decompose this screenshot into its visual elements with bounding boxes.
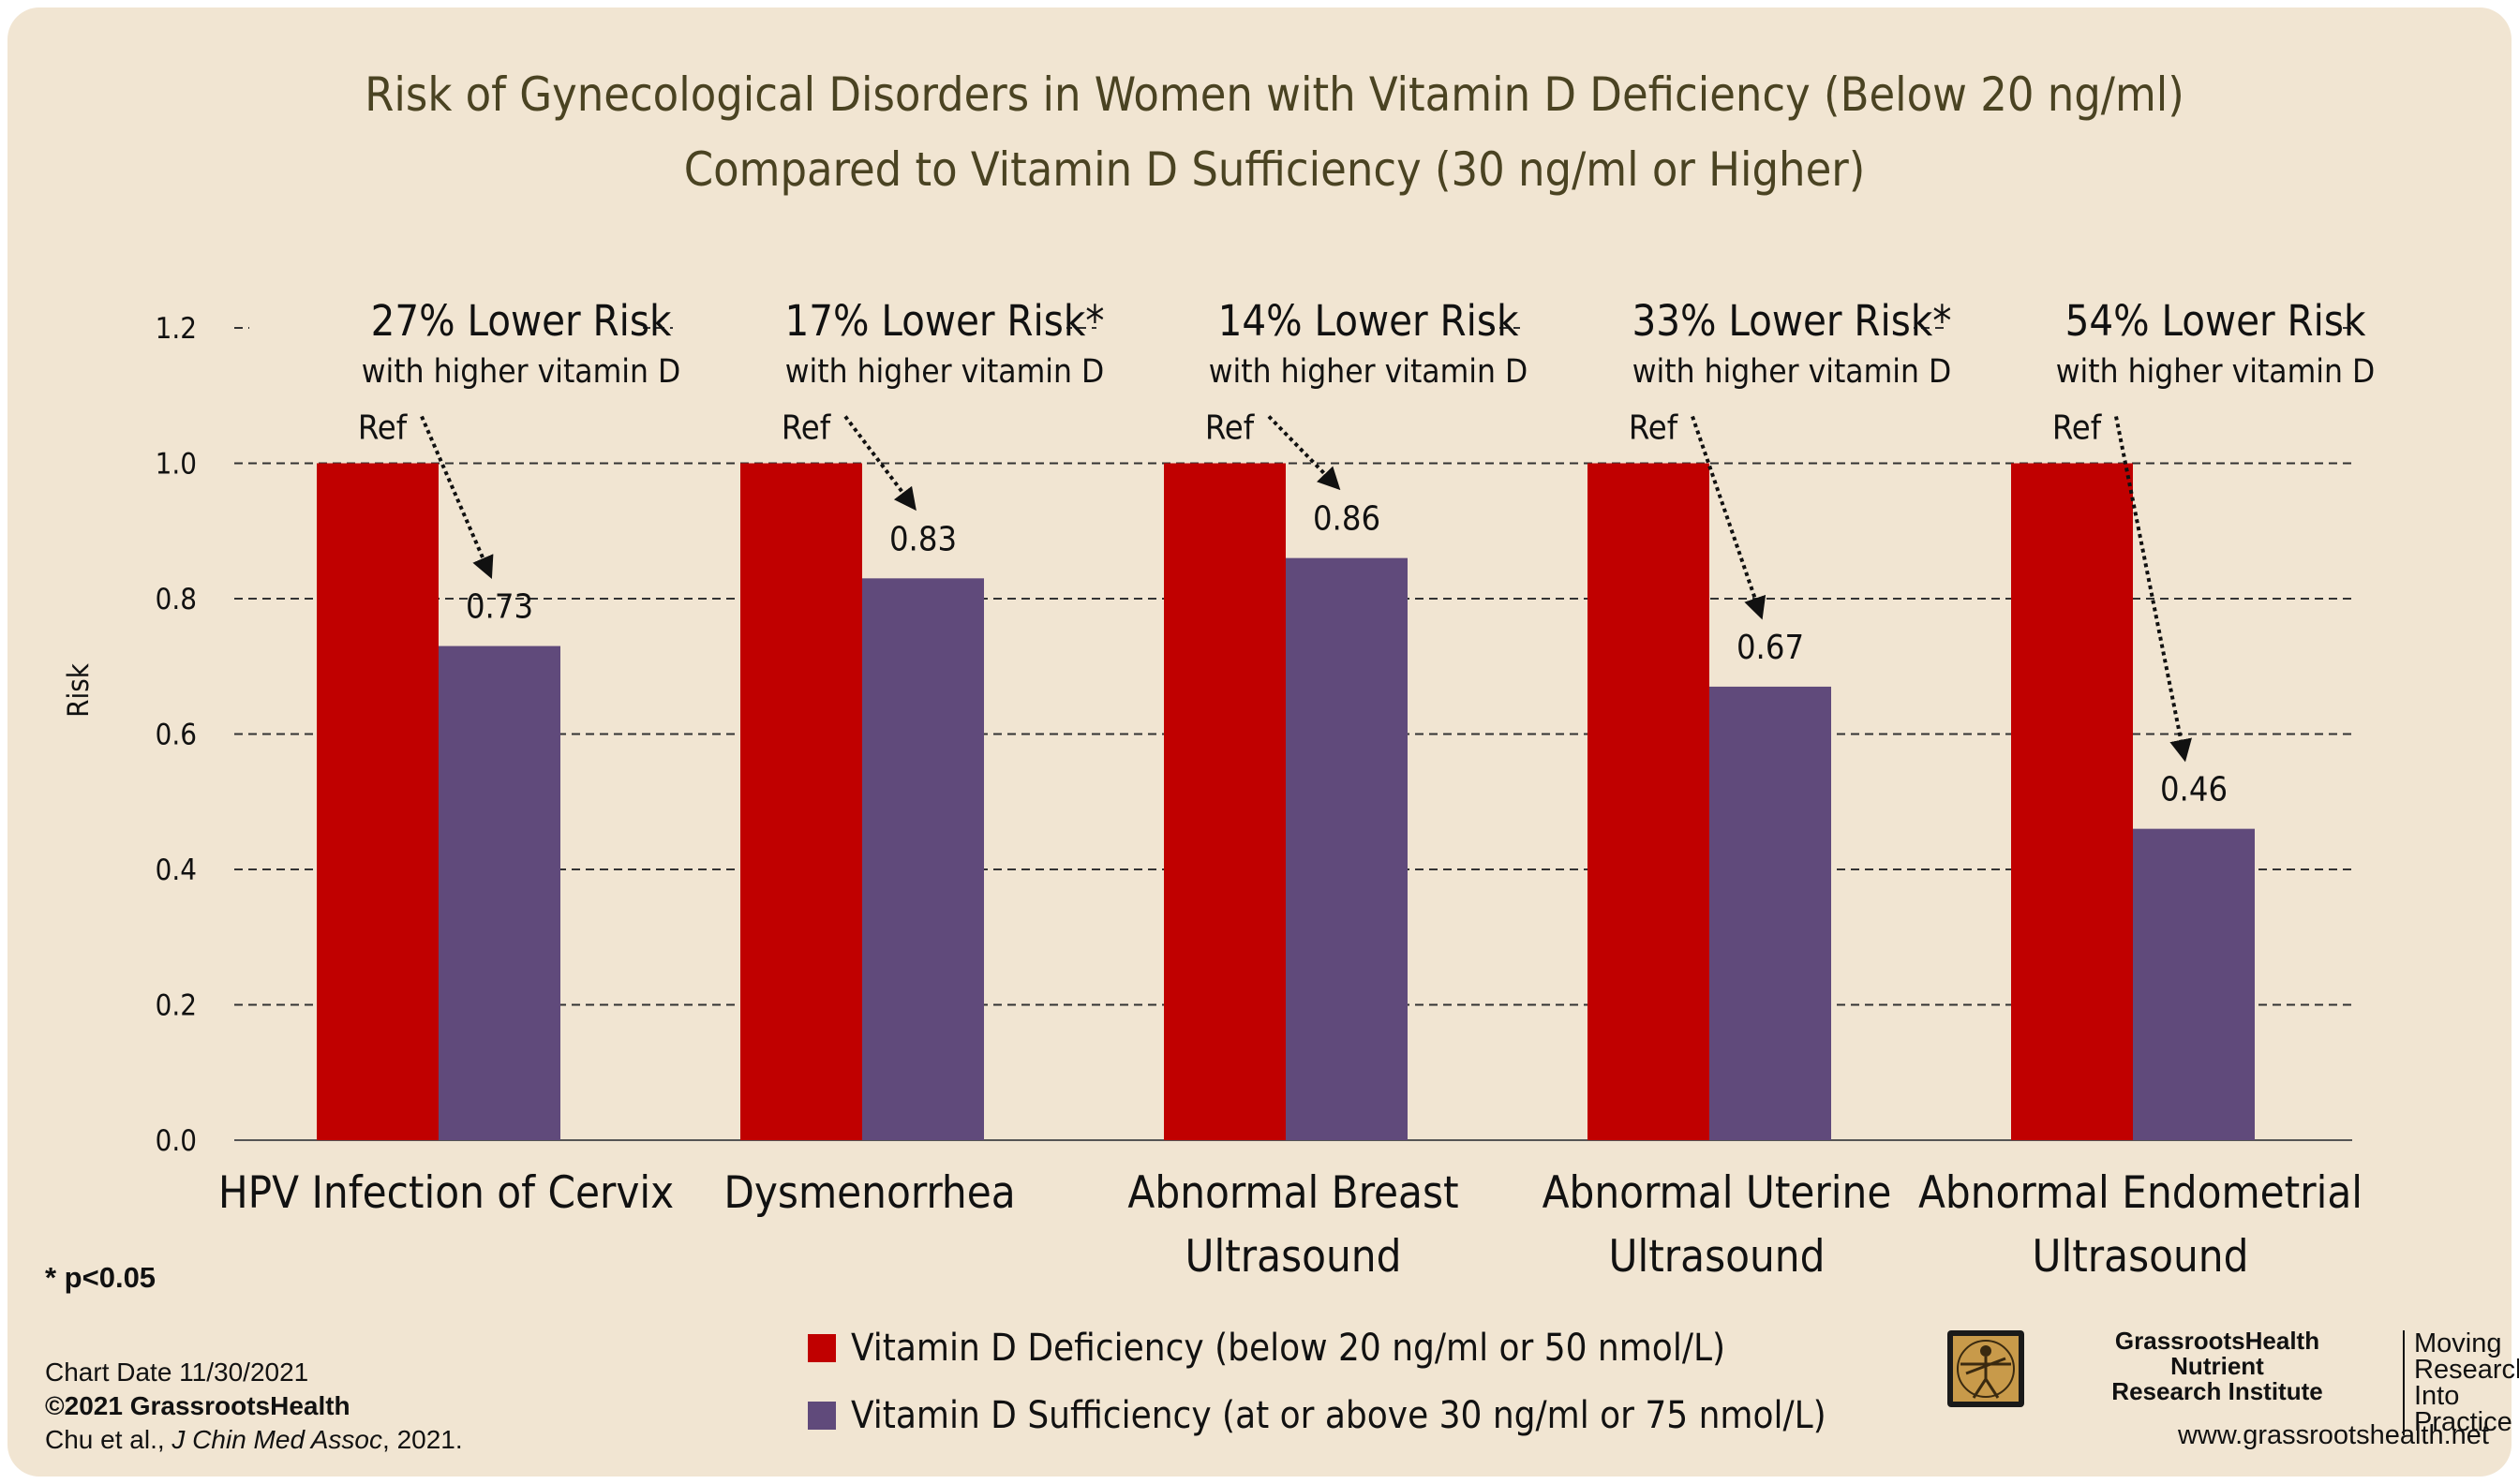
y-tick-label: 0.8	[156, 583, 197, 616]
annotation-mask	[673, 290, 1066, 365]
dotted-arrow	[1691, 415, 1766, 620]
citation-journal: J Chin Med Assoc	[171, 1425, 383, 1454]
category-label: Ultrasound	[2033, 1231, 2249, 1283]
significance-footnote: * p<0.05	[45, 1261, 157, 1294]
citation-authors: Chu et al.,	[45, 1425, 172, 1454]
annotation-subtext: with higher vitamin D	[1209, 353, 1528, 391]
legend-swatch	[808, 1402, 836, 1430]
logo-tagline: Moving Research Into Practice	[2403, 1328, 2519, 1437]
logo-tag-line2: Research	[2414, 1355, 2519, 1385]
annotation-headline: 14% Lower Risk	[1218, 296, 1519, 346]
bar-sufficiency	[862, 578, 984, 1140]
category-label: Ultrasound	[1609, 1231, 1826, 1283]
dotted-arrow	[1267, 415, 1341, 491]
ref-label: Ref	[358, 409, 409, 448]
logo-tag-line3: Into Practice	[2414, 1381, 2512, 1437]
annotation-subtext: with higher vitamin D	[1632, 353, 1951, 391]
vitruvian-man-icon	[1947, 1330, 2024, 1407]
legend-swatch	[808, 1334, 836, 1362]
value-label: 0.73	[466, 588, 533, 627]
citation: Chu et al., J Chin Med Assoc, 2021.	[45, 1425, 463, 1455]
y-tick-label: 1.0	[156, 448, 197, 482]
bar-sufficiency	[1709, 686, 1831, 1140]
y-tick-label: 0.0	[156, 1124, 197, 1158]
annotation-mask	[1520, 290, 1914, 365]
legend-label: Vitamin D Deficiency (below 20 ng/ml or …	[851, 1327, 1725, 1370]
bar-deficiency	[317, 463, 439, 1140]
bar-sufficiency	[439, 646, 560, 1140]
annotation-headline: 33% Lower Risk*	[1632, 296, 1951, 346]
value-label: 0.67	[1736, 629, 1804, 667]
category-label: HPV Infection of Cervix	[218, 1167, 674, 1219]
chart-subtitle: Compared to Vitamin D Sufficiency (30 ng…	[684, 142, 1866, 197]
labels-layer: Ref 0.73 27% Lower Risk with higher vitamin…	[218, 296, 2375, 1283]
annotation-subtext: with higher vitamin D	[362, 353, 680, 391]
annotation-mask	[249, 290, 643, 365]
ref-label: Ref	[782, 409, 832, 448]
annotation-subtext: with higher vitamin D	[2056, 353, 2375, 391]
y-tick-label: 0.6	[156, 719, 197, 752]
y-tick-label: 1.2	[156, 312, 197, 346]
bar-deficiency	[2011, 463, 2133, 1140]
value-label: 0.46	[2160, 771, 2228, 809]
annotation-mask	[1944, 290, 2337, 365]
category-label: Abnormal Breast	[1127, 1167, 1458, 1219]
bar-sufficiency	[2133, 828, 2255, 1140]
grid-layer: 0.0 0.2 0.4 0.6 0.8 1.0 1.2	[156, 290, 2352, 1158]
annotation-headline: 27% Lower Risk	[371, 296, 672, 346]
dotted-arrow	[2114, 416, 2192, 763]
legend: Vitamin D Deficiency (below 20 ng/ml or …	[808, 1327, 1826, 1437]
category-label: Abnormal Uterine	[1543, 1167, 1892, 1219]
logo-org-name: GrassrootsHealth Nutrient Research Insti…	[2039, 1328, 2395, 1404]
ref-label: Ref	[1205, 409, 1256, 448]
annotation-headline: 54% Lower Risk	[2065, 296, 2366, 346]
logo: GrassrootsHealth Nutrient Research Insti…	[1947, 1328, 2519, 1436]
category-label: Abnormal Endometrial	[1918, 1167, 2362, 1219]
citation-year: , 2021.	[382, 1425, 463, 1454]
category-label: Ultrasound	[1185, 1231, 1402, 1283]
dotted-arrow	[420, 415, 494, 579]
logo-org-line2: Nutrient	[2170, 1352, 2264, 1380]
chart-title: Risk of Gynecological Disorders in Women…	[365, 67, 2184, 122]
value-label: 0.83	[889, 520, 957, 558]
copyright: ©2021 GrassrootsHealth	[45, 1391, 350, 1420]
chart-date: Chart Date 11/30/2021	[45, 1358, 309, 1387]
legend-label: Vitamin D Sufficiency (at or above 30 ng…	[851, 1394, 1826, 1437]
bar-deficiency	[1587, 463, 1709, 1140]
y-axis-label: Risk	[62, 662, 96, 718]
value-label: 0.86	[1313, 500, 1380, 539]
y-tick-label: 0.4	[156, 853, 197, 887]
bar-deficiency	[1164, 463, 1286, 1140]
bar-deficiency	[740, 463, 862, 1140]
logo-org-line3: Research Institute	[2111, 1377, 2323, 1405]
website-link[interactable]: www.grassrootshealth.net	[2177, 1420, 2489, 1450]
bars-layer	[317, 463, 2255, 1140]
y-tick-label: 0.2	[156, 989, 197, 1023]
logo-tag-line1: Moving	[2414, 1328, 2502, 1358]
annotation-subtext: with higher vitamin D	[785, 353, 1104, 391]
logo-org-line1: GrassrootsHealth	[2114, 1327, 2320, 1355]
annotation-headline: 17% Lower Risk*	[784, 296, 1104, 346]
category-label: Dysmenorrhea	[723, 1167, 1015, 1219]
ref-label: Ref	[2052, 409, 2103, 448]
bar-sufficiency	[1286, 557, 1408, 1140]
ref-label: Ref	[1629, 409, 1679, 448]
annotation-mask	[1096, 290, 1490, 365]
